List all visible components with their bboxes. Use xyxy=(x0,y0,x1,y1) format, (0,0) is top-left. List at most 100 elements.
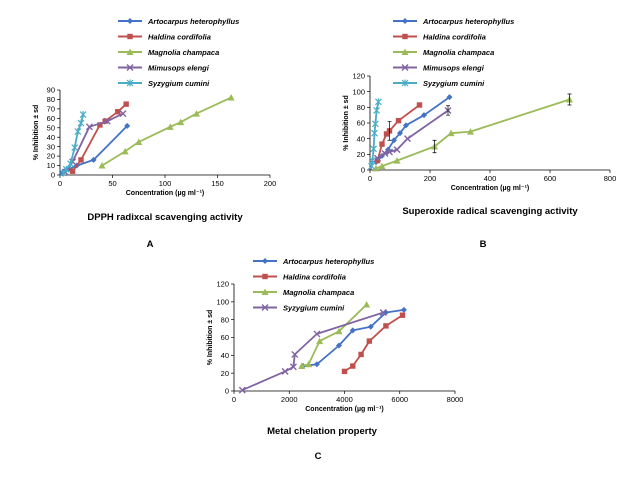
data-point xyxy=(341,368,348,375)
legend-label: Artocarpus heterophyllus xyxy=(147,17,239,26)
data-point xyxy=(71,144,79,152)
chart-caption: Metal chelation property xyxy=(267,426,378,437)
x-axis-label: Concentration (µg ml⁻¹) xyxy=(305,406,384,413)
series-magnolia-champaca xyxy=(372,96,573,172)
data-point xyxy=(399,312,406,318)
data-point xyxy=(383,131,390,137)
x-tick-label: 6000 xyxy=(391,395,408,404)
data-point xyxy=(391,137,397,144)
x-tick-label: 0 xyxy=(232,395,236,404)
y-tick-label: 120 xyxy=(352,72,365,81)
y-tick-label: 50 xyxy=(47,123,55,132)
y-axis-label: % Inhibition ± sd xyxy=(33,105,40,161)
legend-label: Mimusops elengi xyxy=(148,64,210,73)
legend-label: Magnolia champaca xyxy=(148,48,219,57)
legend-marker xyxy=(126,48,134,55)
legend-label: Magnolia champaca xyxy=(423,48,494,57)
y-tick-label: 40 xyxy=(221,351,229,360)
series-mimusops-elengi xyxy=(374,106,452,162)
legend-label: Haldina cordifolia xyxy=(148,33,211,42)
y-tick-label: 10 xyxy=(47,161,55,170)
data-point xyxy=(124,122,131,129)
y-tick-label: 0 xyxy=(51,171,55,180)
legend-label: Syzygium cumini xyxy=(423,79,485,88)
legend-marker xyxy=(261,304,269,311)
y-tick-label: 0 xyxy=(361,166,365,175)
data-point xyxy=(289,363,297,371)
y-tick-label: 20 xyxy=(47,152,55,161)
data-point xyxy=(69,168,76,174)
data-point xyxy=(135,138,143,145)
y-tick-label: 100 xyxy=(352,87,365,96)
legend-label: Syzygium cumini xyxy=(148,79,210,88)
series-syzygium-cumini xyxy=(238,309,387,394)
data-point xyxy=(447,129,455,137)
data-point xyxy=(368,157,376,165)
legend-label: Haldina cordifolia xyxy=(423,33,486,42)
data-point xyxy=(67,160,74,168)
legend: Artocarpus heterophyllus Haldina cordifol… xyxy=(253,257,374,313)
y-tick-label: 80 xyxy=(47,95,55,104)
y-tick-label: 40 xyxy=(47,133,55,142)
y-tick-label: 100 xyxy=(216,297,229,306)
y-tick-label: 20 xyxy=(221,369,229,378)
data-point xyxy=(372,164,380,172)
data-point xyxy=(404,135,411,143)
error-bar xyxy=(446,105,450,116)
legend-label: Artocarpus heterophyllus xyxy=(282,257,374,266)
legend-marker xyxy=(261,288,269,295)
data-point xyxy=(386,148,393,156)
data-point xyxy=(378,162,386,170)
data-point xyxy=(77,119,85,127)
panel-label: B xyxy=(480,239,487,250)
data-point xyxy=(78,157,84,163)
data-point xyxy=(313,330,321,338)
legend-marker xyxy=(401,79,409,87)
data-point xyxy=(371,129,378,137)
data-point xyxy=(416,102,423,108)
data-point xyxy=(381,150,389,158)
x-tick-label: 8000 xyxy=(447,395,464,404)
x-tick-label: 0 xyxy=(58,179,62,188)
data-point xyxy=(90,156,97,163)
data-point xyxy=(403,122,409,129)
chart-caption: DPPH radixcal scavenging activity xyxy=(87,212,243,223)
x-tick-label: 100 xyxy=(159,179,172,188)
y-axis-label: % Inhibition ± sd xyxy=(207,310,214,366)
legend-marker xyxy=(126,64,134,71)
data-point xyxy=(350,363,356,369)
data-point xyxy=(238,386,246,394)
y-tick-label: 120 xyxy=(216,280,229,289)
legend-label: Artocarpus heterophyllus xyxy=(422,17,514,26)
y-tick-label: 0 xyxy=(225,387,229,396)
y-tick-label: 60 xyxy=(221,333,229,342)
data-point xyxy=(379,141,385,147)
data-point xyxy=(281,367,289,375)
data-point xyxy=(316,337,324,345)
x-tick-label: 2000 xyxy=(281,395,298,404)
data-point xyxy=(374,157,381,164)
y-tick-label: 20 xyxy=(357,150,365,159)
data-point xyxy=(123,101,129,107)
y-axis-label: % Inhibition ± sd xyxy=(343,95,350,151)
legend-marker xyxy=(262,273,268,280)
legend-marker xyxy=(401,48,409,55)
chart-caption: Superoxide radical scavenging activity xyxy=(402,206,578,217)
data-point xyxy=(400,306,407,313)
y-tick-label: 80 xyxy=(357,103,365,112)
data-point xyxy=(291,350,299,358)
data-point xyxy=(115,109,121,115)
data-point xyxy=(358,351,364,358)
series-haldina-cordifolia xyxy=(69,101,129,174)
legend-label: Magnolia champaca xyxy=(283,288,354,297)
data-point xyxy=(395,117,402,124)
y-tick-label: 30 xyxy=(47,142,55,151)
data-point xyxy=(368,162,375,170)
data-point xyxy=(371,120,379,128)
chart-C: 0 20 40 60 80 100 120 0 2000 4000 6000 8000 Concentr… xyxy=(207,257,463,462)
series-syzygium-cumini xyxy=(59,111,87,177)
legend-label: Haldina cordifolia xyxy=(283,273,346,282)
data-point xyxy=(97,122,103,128)
series-line xyxy=(241,311,384,391)
